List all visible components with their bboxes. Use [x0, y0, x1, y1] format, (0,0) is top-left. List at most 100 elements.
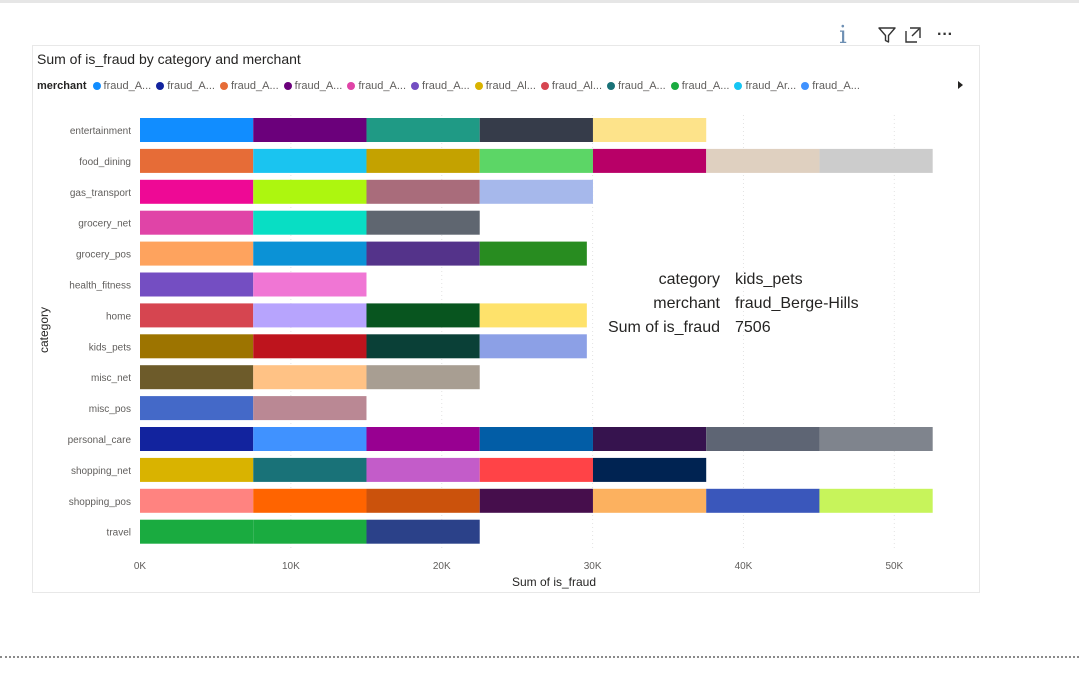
bar-segment	[366, 427, 480, 451]
more-options-icon[interactable]: ···	[937, 26, 953, 43]
bar-segment	[253, 396, 367, 421]
bar-segment	[366, 334, 480, 359]
bar-segment	[479, 179, 593, 204]
x-tick-label: 40K	[735, 561, 753, 572]
x-tick-label: 30K	[584, 561, 602, 572]
bar-segment	[140, 334, 254, 359]
bar-segment	[592, 427, 707, 451]
visual-header: i ···	[830, 21, 958, 49]
bottom-divider	[0, 656, 1079, 658]
legend-swatch	[92, 82, 101, 90]
bar-segment	[140, 272, 254, 297]
bar-segment	[479, 488, 593, 513]
bar-segment	[706, 488, 820, 513]
bar-segment	[366, 148, 480, 173]
bar-segment	[479, 148, 593, 173]
bar-segment	[253, 118, 367, 142]
info-icon[interactable]: i	[839, 21, 847, 49]
bar-segment	[479, 118, 593, 142]
legend-label: fraud_Ar...	[745, 80, 797, 92]
top-divider	[0, 0, 1079, 3]
bar-segment	[253, 519, 367, 544]
legend-item[interactable]: fraud_Ar...	[734, 80, 796, 92]
bar-segment	[366, 210, 480, 235]
visual-container[interactable]	[32, 45, 980, 593]
bar-segment	[479, 427, 593, 451]
bar-segment	[253, 148, 367, 173]
legend-swatch	[801, 82, 810, 90]
legend-item[interactable]: fraud_A...	[283, 80, 342, 92]
y-tick-label: misc_pos	[89, 404, 131, 415]
legend-item[interactable]: fraud_A...	[156, 80, 215, 92]
bar-segment	[366, 488, 480, 513]
tooltip-value-sum: 7506	[735, 319, 771, 336]
y-tick-label: shopping_net	[71, 466, 131, 477]
y-tick-label: food_dining	[79, 157, 131, 168]
bar-segment	[140, 457, 254, 482]
legend-item[interactable]: fraud_Al...	[540, 80, 603, 92]
tooltip-key-category: category	[658, 271, 720, 288]
legend-next-arrow-icon[interactable]	[958, 81, 963, 89]
bar-segment	[706, 148, 820, 173]
bar-segment	[253, 365, 367, 390]
legend-item[interactable]: fraud_A...	[411, 80, 470, 92]
legend-swatch	[734, 82, 743, 90]
bar-segment	[253, 272, 367, 297]
focus-mode-icon[interactable]	[900, 22, 926, 48]
bar-segment	[479, 241, 587, 266]
bar-segment	[706, 427, 820, 451]
legend-item[interactable]: fraud_A...	[801, 80, 860, 92]
legend-label: fraud_Al...	[551, 80, 603, 92]
y-tick-label: grocery_net	[78, 219, 131, 230]
legend-label: fraud_A...	[422, 80, 470, 92]
legend-swatch	[283, 82, 292, 90]
legend-swatch	[156, 82, 165, 90]
bar-segment	[819, 427, 933, 451]
bar-segment	[819, 488, 933, 513]
legend-item[interactable]: fraud_Al...	[474, 80, 536, 92]
bar-segment	[253, 457, 367, 482]
bar-segment	[366, 179, 480, 204]
y-tick-label: personal_care	[68, 435, 132, 446]
legend-swatch	[219, 82, 228, 90]
legend-item[interactable]: fraud_A...	[219, 80, 279, 92]
y-tick-label: entertainment	[70, 126, 131, 137]
legend-label: fraud_A...	[230, 80, 279, 92]
bar-segment	[819, 148, 933, 173]
legend: merchant fraud_A... fraud_A... fraud_A... f…	[37, 78, 865, 94]
bar-segment	[253, 179, 367, 204]
bar-segment	[253, 488, 367, 513]
bar-segment	[592, 118, 707, 142]
y-axis-title: category	[37, 307, 51, 353]
legend-swatch	[347, 82, 356, 90]
legend-item[interactable]: fraud_A...	[670, 80, 730, 92]
bar-segment	[592, 488, 707, 513]
bar-segment	[253, 210, 367, 235]
tooltip-value-category: kids_pets	[735, 271, 803, 288]
bar-segment	[140, 427, 254, 451]
legend-swatch	[607, 82, 616, 90]
bar-segment	[479, 303, 587, 328]
bar-segment	[140, 148, 254, 173]
bar-segment	[253, 303, 367, 328]
bar-segment	[366, 241, 480, 266]
bar-segment	[592, 457, 707, 482]
legend-item[interactable]: fraud_A...	[92, 80, 151, 92]
bar-segment	[592, 148, 707, 173]
bar-segment	[253, 241, 367, 266]
y-tick-label: travel	[107, 528, 131, 539]
bar-segment	[479, 457, 593, 482]
bar-segment	[140, 396, 254, 421]
legend-item[interactable]: fraud_A...	[607, 80, 666, 92]
tooltip-value-merchant: fraud_Berge-Hills	[735, 295, 859, 312]
legend-label: fraud_A...	[681, 80, 730, 92]
x-tick-label: 20K	[433, 561, 451, 572]
y-tick-label: home	[106, 311, 131, 322]
bar-segment	[140, 519, 254, 544]
legend-title: merchant	[37, 80, 87, 92]
legend-swatch	[540, 82, 549, 90]
legend-item[interactable]: fraud_A...	[347, 80, 406, 92]
filter-icon[interactable]	[874, 22, 900, 48]
chart-title: Sum of is_fraud by category and merchant	[37, 51, 301, 67]
bar-segment	[366, 365, 480, 390]
